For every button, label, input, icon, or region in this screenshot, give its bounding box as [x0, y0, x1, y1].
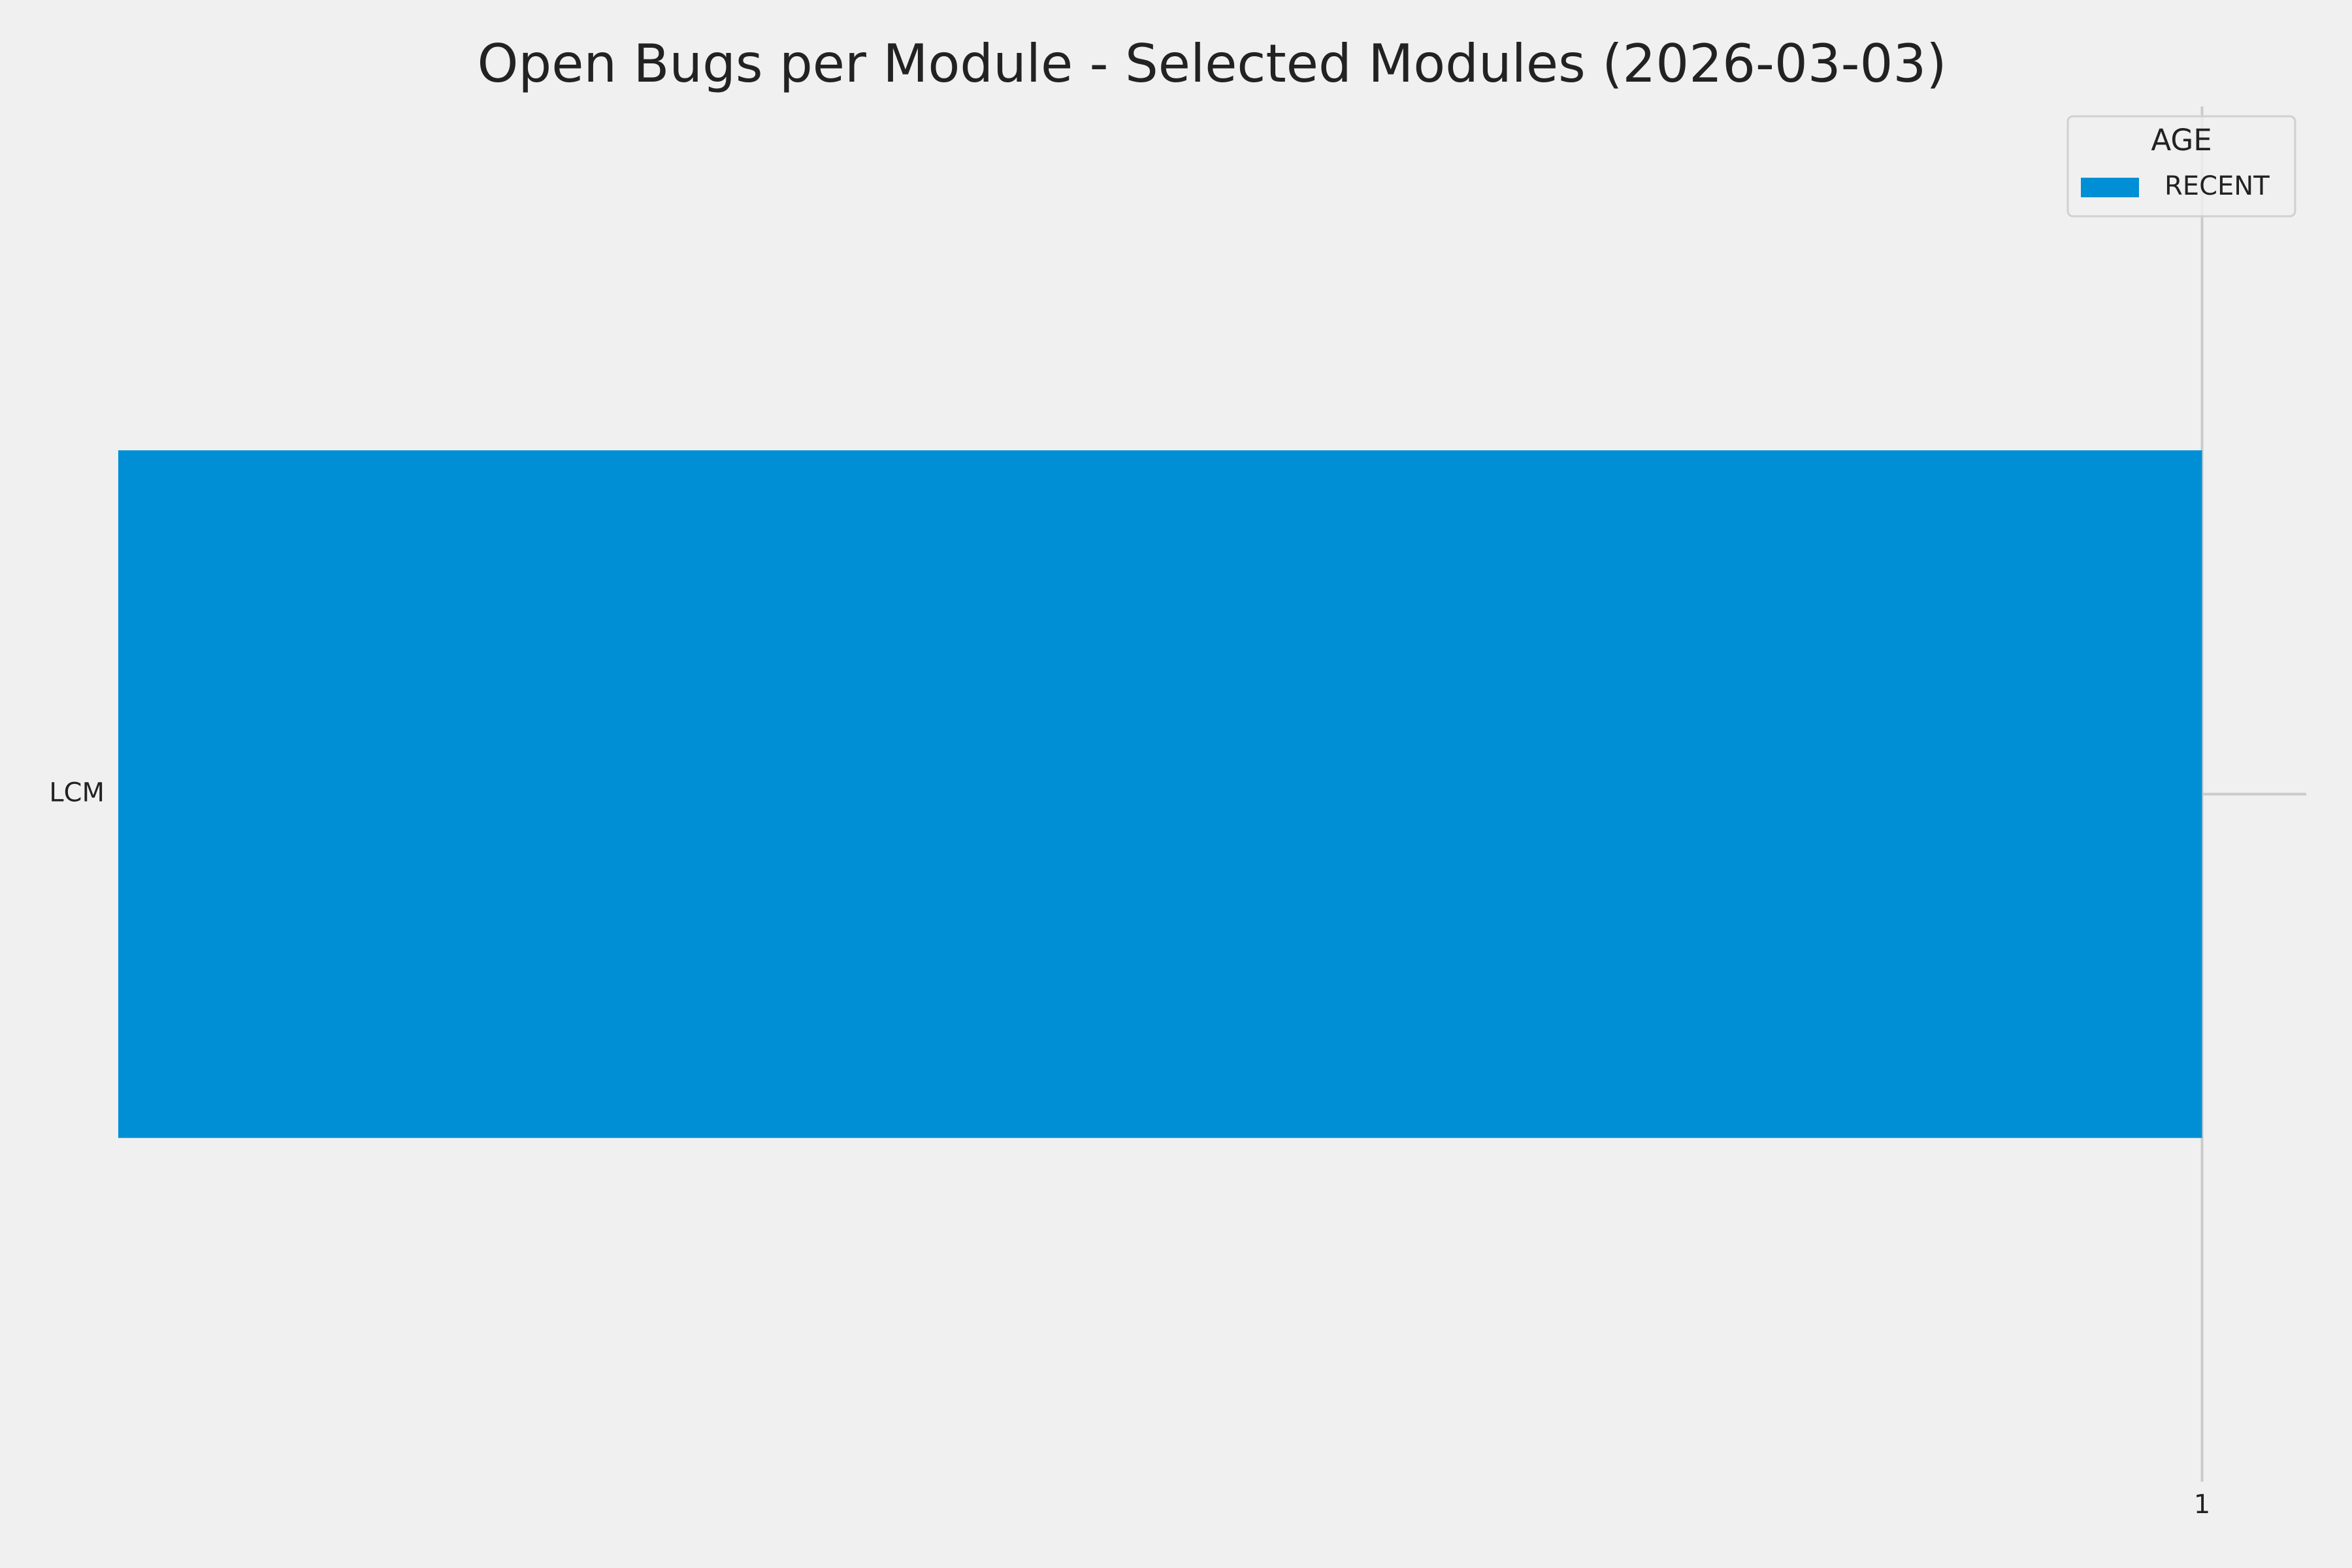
bars	[118, 450, 2202, 1138]
y-tick-label: LCM	[49, 778, 105, 808]
x-tick-labels: 1	[2194, 1490, 2210, 1520]
y-tick-labels: LCM	[49, 778, 105, 808]
bar-lcm-recent	[118, 450, 2202, 1138]
x-tick-label: 1	[2194, 1490, 2210, 1520]
legend-label-recent: RECENT	[2164, 171, 2270, 201]
legend-title: AGE	[2151, 123, 2212, 157]
legend-swatch-recent	[2081, 178, 2139, 197]
legend: AGE RECENT	[2066, 115, 2296, 218]
chart-title: Open Bugs per Module - Selected Modules …	[477, 33, 1946, 94]
